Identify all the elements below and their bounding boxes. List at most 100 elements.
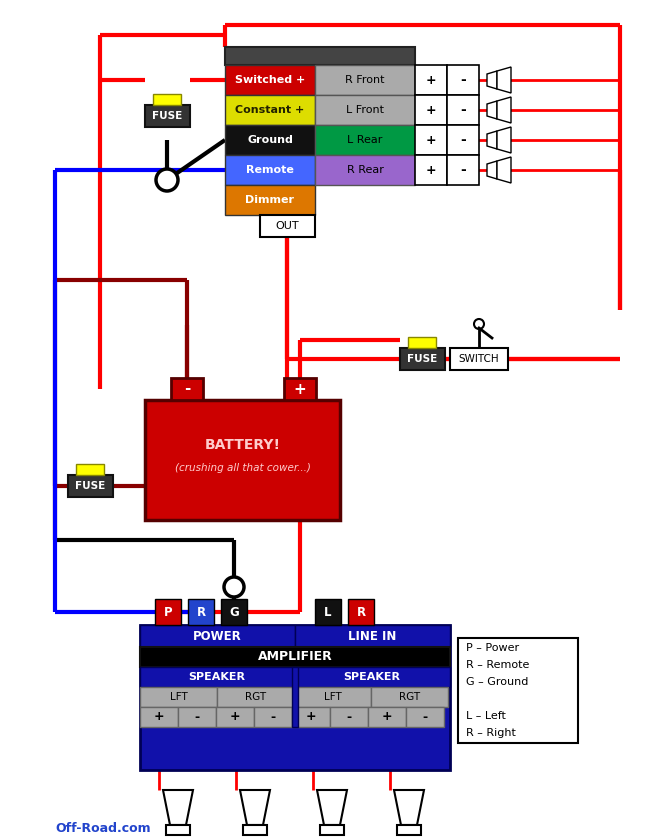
- Circle shape: [156, 169, 178, 191]
- Text: LINE IN: LINE IN: [348, 629, 396, 643]
- Bar: [315, 599, 341, 625]
- Text: L: L: [324, 606, 332, 618]
- Bar: [216, 707, 254, 727]
- Bar: [447, 95, 479, 125]
- Text: SWITCH: SWITCH: [459, 354, 500, 364]
- Bar: [320, 825, 344, 835]
- Text: -: -: [271, 711, 276, 723]
- Bar: [447, 125, 479, 155]
- Text: R: R: [356, 606, 366, 618]
- Text: +: +: [306, 711, 316, 723]
- Text: G – Ground: G – Ground: [466, 677, 529, 687]
- Text: L Front: L Front: [346, 105, 384, 115]
- Bar: [397, 825, 421, 835]
- Bar: [153, 94, 181, 105]
- Bar: [447, 155, 479, 185]
- Text: +: +: [426, 73, 436, 87]
- Bar: [76, 464, 104, 475]
- Polygon shape: [163, 790, 193, 825]
- Bar: [406, 707, 444, 727]
- Bar: [140, 625, 295, 647]
- Bar: [254, 707, 292, 727]
- Bar: [188, 599, 214, 625]
- Bar: [145, 400, 340, 520]
- Bar: [225, 95, 315, 125]
- Text: POWER: POWER: [193, 629, 242, 643]
- Text: (crushing all that cower...): (crushing all that cower...): [174, 463, 310, 473]
- Polygon shape: [487, 131, 497, 149]
- Polygon shape: [497, 127, 511, 153]
- Polygon shape: [487, 161, 497, 179]
- Text: R: R: [197, 606, 205, 618]
- Bar: [415, 95, 447, 125]
- Text: Ground: Ground: [247, 135, 293, 145]
- Bar: [371, 687, 448, 707]
- Polygon shape: [497, 157, 511, 183]
- Text: -: -: [422, 711, 428, 723]
- Text: -: -: [195, 711, 199, 723]
- Bar: [408, 337, 436, 348]
- Bar: [145, 105, 190, 127]
- Text: +: +: [426, 103, 436, 117]
- Text: +: +: [230, 711, 240, 723]
- Polygon shape: [394, 790, 424, 825]
- Polygon shape: [487, 101, 497, 119]
- Bar: [368, 707, 406, 727]
- Bar: [243, 825, 267, 835]
- Bar: [166, 825, 190, 835]
- Circle shape: [224, 577, 244, 597]
- Text: -: -: [460, 133, 466, 147]
- Bar: [315, 95, 415, 125]
- Bar: [415, 155, 447, 185]
- Polygon shape: [317, 790, 347, 825]
- Text: +: +: [154, 711, 164, 723]
- Text: L – Left: L – Left: [466, 711, 506, 721]
- Circle shape: [474, 319, 484, 329]
- Bar: [140, 687, 217, 707]
- Bar: [315, 65, 415, 95]
- Text: OUT: OUT: [275, 221, 299, 231]
- Text: +: +: [426, 164, 436, 176]
- Text: R – Right: R – Right: [466, 728, 516, 738]
- Bar: [400, 348, 445, 370]
- Text: FUSE: FUSE: [152, 111, 182, 121]
- Polygon shape: [497, 67, 511, 93]
- Bar: [140, 667, 295, 687]
- Bar: [225, 185, 315, 215]
- Text: RGT: RGT: [399, 692, 420, 702]
- Bar: [415, 125, 447, 155]
- Text: AMPLIFIER: AMPLIFIER: [257, 650, 333, 664]
- Bar: [415, 65, 447, 95]
- Bar: [260, 215, 315, 237]
- Bar: [140, 625, 450, 770]
- Text: G: G: [229, 606, 239, 618]
- Text: +: +: [381, 711, 392, 723]
- Text: P – Power: P – Power: [466, 643, 519, 653]
- Bar: [225, 65, 315, 95]
- Bar: [330, 707, 368, 727]
- Bar: [315, 125, 415, 155]
- Text: -: -: [460, 73, 466, 87]
- Text: -: -: [346, 711, 352, 723]
- Text: -: -: [460, 103, 466, 117]
- Text: LFT: LFT: [170, 692, 187, 702]
- Text: L Rear: L Rear: [347, 135, 383, 145]
- Bar: [292, 707, 330, 727]
- Text: +: +: [426, 134, 436, 146]
- Polygon shape: [240, 790, 270, 825]
- Bar: [140, 647, 450, 667]
- Bar: [178, 707, 216, 727]
- Bar: [348, 599, 374, 625]
- Bar: [155, 599, 181, 625]
- Polygon shape: [487, 71, 497, 89]
- Bar: [171, 378, 203, 400]
- Bar: [295, 625, 450, 647]
- Bar: [221, 599, 247, 625]
- Bar: [295, 667, 450, 687]
- Text: R Front: R Front: [345, 75, 385, 85]
- Text: SPEAKER: SPEAKER: [343, 672, 401, 682]
- Polygon shape: [497, 97, 511, 123]
- Text: R Rear: R Rear: [346, 165, 383, 175]
- Bar: [225, 47, 415, 65]
- Bar: [68, 475, 113, 497]
